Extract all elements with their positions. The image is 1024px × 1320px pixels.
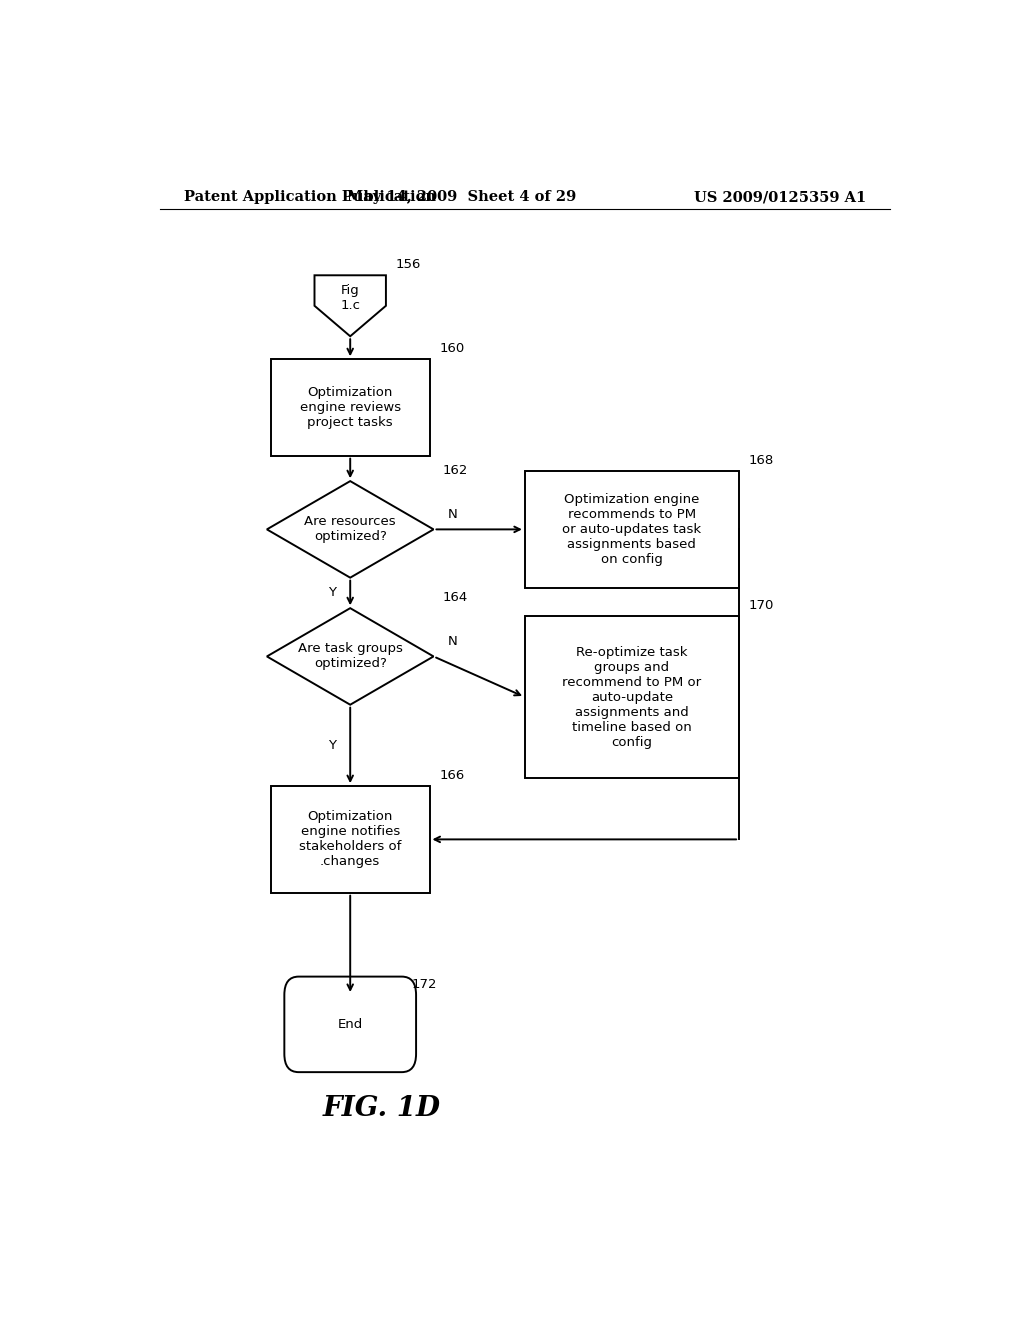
Text: 160: 160 (439, 342, 464, 355)
Polygon shape (267, 480, 433, 578)
Text: 172: 172 (412, 978, 437, 991)
Text: 162: 162 (443, 465, 468, 477)
Text: Optimization
engine reviews
project tasks: Optimization engine reviews project task… (300, 385, 400, 429)
Text: Fig
1.c: Fig 1.c (340, 284, 360, 312)
Text: US 2009/0125359 A1: US 2009/0125359 A1 (694, 190, 866, 205)
Text: 156: 156 (395, 259, 421, 271)
Text: Are resources
optimized?: Are resources optimized? (304, 515, 396, 544)
Polygon shape (267, 609, 433, 705)
Text: Are task groups
optimized?: Are task groups optimized? (298, 643, 402, 671)
Text: Patent Application Publication: Patent Application Publication (183, 190, 435, 205)
Text: 166: 166 (439, 770, 464, 781)
Text: 170: 170 (749, 599, 774, 611)
Text: 168: 168 (749, 454, 774, 467)
Bar (270, 359, 430, 455)
Bar (524, 616, 739, 779)
Text: Optimization engine
recommends to PM
or auto-updates task
assignments based
on c: Optimization engine recommends to PM or … (562, 492, 701, 566)
Text: Y: Y (328, 586, 336, 599)
Text: End: End (338, 1018, 362, 1031)
Text: May 14, 2009  Sheet 4 of 29: May 14, 2009 Sheet 4 of 29 (347, 190, 575, 205)
Bar (524, 471, 739, 587)
Text: Optimization
engine notifies
stakeholders of
.changes: Optimization engine notifies stakeholder… (299, 810, 401, 869)
Text: N: N (447, 508, 458, 521)
Bar (270, 785, 430, 892)
Text: FIG. 1D: FIG. 1D (323, 1096, 441, 1122)
Text: N: N (447, 635, 458, 648)
Polygon shape (314, 276, 386, 337)
Text: 164: 164 (443, 591, 468, 605)
FancyBboxPatch shape (285, 977, 416, 1072)
Text: Re-optimize task
groups and
recommend to PM or
auto-update
assignments and
timel: Re-optimize task groups and recommend to… (562, 645, 701, 748)
Text: Y: Y (328, 739, 336, 752)
